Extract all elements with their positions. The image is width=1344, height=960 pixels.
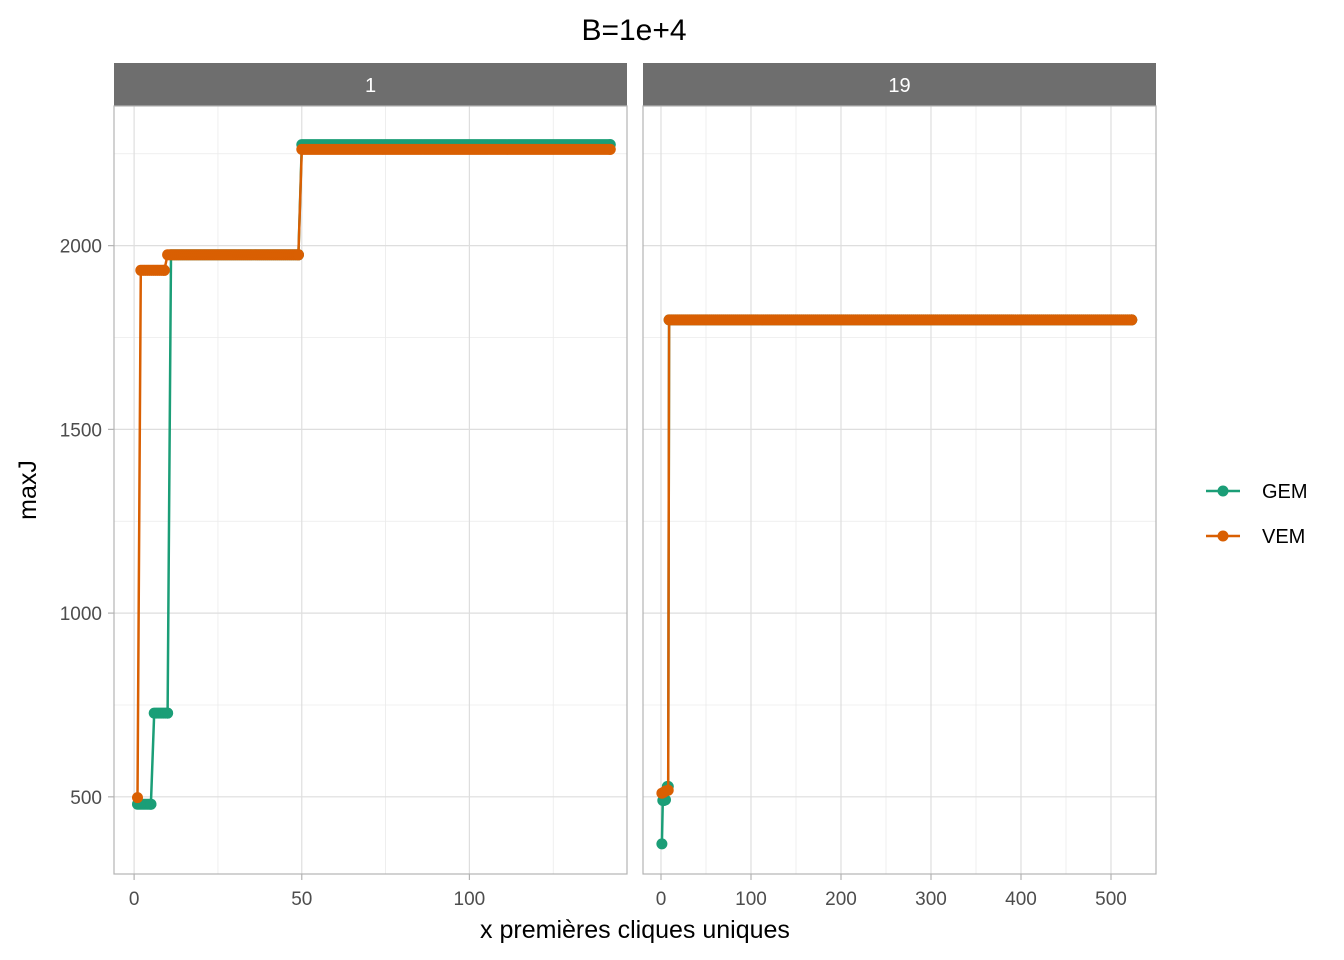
data-point-gem [162,707,174,719]
legend-label-vem: VEM [1262,526,1305,548]
data-point-vem [158,264,170,276]
x-tick-label: 200 [825,889,857,910]
data-point-gem [145,798,157,810]
y-axis-ticks: 500 1000 1500 2000 [60,237,114,809]
panel-1-x-ticks: 0 50 100 [129,874,485,910]
x-tick-label: 500 [1095,889,1127,910]
legend-label-gem: GEM [1262,481,1308,503]
panel-1-strip-label: 1 [365,75,376,97]
data-point-vem [662,784,674,796]
legend-key-point-vem [1217,530,1229,542]
data-point-gem [656,838,668,850]
panel-19-border [642,105,1157,875]
panel-1-background [114,106,627,874]
x-tick-label: 0 [129,889,140,910]
data-point-vem [292,249,304,261]
panel-1-border [113,105,628,875]
y-tick-label: 500 [70,788,102,809]
x-axis-title: x premières cliques uniques [480,916,790,944]
panel-19-background [643,106,1156,874]
x-tick-label: 100 [454,889,486,910]
panel-19-strip-label: 19 [888,75,910,97]
legend-key-point-gem [1217,485,1229,497]
panel-19-grid [643,106,1156,874]
panel-1-strip [114,63,627,106]
panel-1-series [132,139,616,810]
x-tick-label: 400 [1005,889,1037,910]
panel-19-strip [643,63,1156,106]
panel-19-series [656,314,1138,850]
x-tick-label: 300 [915,889,947,910]
chart-title: B=1e+4 [581,14,686,47]
x-tick-label: 0 [656,889,667,910]
panel-19-x-ticks: 0 100 200 300 400 500 [656,874,1127,910]
y-tick-label: 2000 [60,237,102,258]
panel-19: 19 0 100 200 300 400 500 [642,63,1157,910]
y-tick-label: 1000 [60,604,102,625]
data-point-vem [132,792,143,804]
y-tick-label: 1500 [60,420,102,441]
y-axis-title: maxJ [14,460,42,520]
panel-1: 1 0 50 100 500 1000 1500 2000 [60,63,628,910]
legend: GEM VEM [1206,481,1308,548]
x-tick-label: 100 [735,889,767,910]
x-tick-label: 50 [291,889,312,910]
data-point-vem [604,143,616,155]
data-point-vem [1126,314,1138,326]
panel-1-grid [114,106,627,874]
